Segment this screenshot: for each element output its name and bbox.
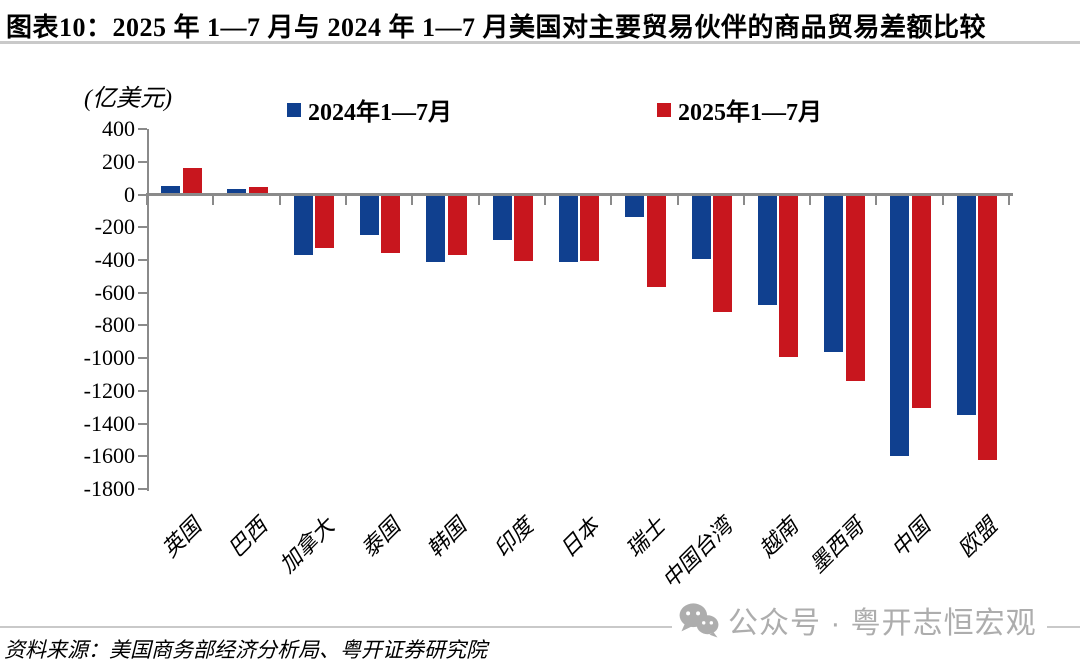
y-axis-tick [138, 226, 147, 229]
bar-s0-c12 [956, 194, 976, 416]
bar-s0-c8 [691, 194, 711, 260]
bar-s1-c12 [978, 194, 998, 460]
x-axis-tick [610, 193, 613, 205]
legend-item-2024: 2024年1—7月 [287, 92, 452, 127]
y-tick-label: 0 [124, 181, 135, 207]
x-axis-tick [146, 193, 148, 205]
y-tick-label: -1600 [83, 443, 135, 469]
y-axis-tick [138, 488, 147, 490]
wechat-icon [679, 603, 719, 638]
x-axis-tick [543, 193, 546, 205]
x-axis-tick [411, 193, 414, 205]
x-axis-tick [676, 193, 679, 205]
bar-s0-c11 [890, 194, 910, 457]
bar-s1-c8 [713, 194, 732, 312]
bar-s0-c9 [757, 194, 777, 305]
y-axis-tick [138, 324, 147, 327]
bar-s0-c7 [625, 194, 645, 218]
bar-s0-c10 [824, 194, 844, 353]
x-axis-tick [875, 193, 878, 205]
bar-s0-c3 [359, 194, 379, 236]
x-axis-tick [941, 193, 944, 205]
bar-s1-c1 [248, 187, 268, 195]
y-tick-label: -1200 [83, 377, 135, 403]
bar-s0-c1 [227, 188, 247, 195]
bar-s1-c9 [779, 194, 799, 357]
bar-s1-c4 [447, 194, 467, 255]
x-category-label: 墨西哥 [804, 513, 870, 578]
x-category-label: 韩国 [422, 513, 472, 563]
x-category-label: 巴西 [223, 513, 273, 563]
x-category-label: 越南 [753, 513, 803, 563]
footer-divider [0, 626, 1080, 628]
y-tick-label: -800 [94, 312, 135, 338]
bar-s1-c3 [381, 194, 401, 254]
title-divider [0, 41, 1080, 44]
y-axis-tick [138, 422, 147, 425]
bar-s0-c2 [293, 194, 313, 255]
bar-s1-c2 [315, 194, 335, 248]
x-axis-tick [212, 193, 215, 205]
y-axis-tick [138, 193, 147, 196]
x-axis-line [147, 193, 1013, 196]
y-tick-label: -400 [94, 246, 135, 272]
y-tick-label: -1400 [83, 410, 135, 436]
x-category-label: 瑞士 [621, 513, 671, 563]
bar-s1-c6 [580, 194, 600, 261]
y-tick-label: -1800 [83, 476, 135, 501]
bar-s1-c7 [646, 194, 666, 287]
x-category-label: 欧盟 [952, 513, 1002, 563]
bar-s0-c6 [558, 194, 578, 263]
bar-s1-c5 [514, 194, 533, 261]
source-note: 资料来源：美国商务部经济分析局、粤开证券研究院 [4, 638, 487, 662]
bar-s1-c10 [845, 194, 865, 381]
legend-label-2025: 2025年1—7月 [678, 100, 822, 126]
y-tick-label: -1000 [83, 345, 135, 371]
x-axis-tick [477, 193, 480, 205]
bar-s0-c5 [492, 194, 512, 241]
x-axis-tick [344, 193, 347, 205]
legend-swatch-2024 [287, 102, 301, 117]
y-axis-tick [138, 389, 147, 392]
y-axis-line [147, 129, 149, 491]
y-axis-tick [138, 160, 147, 163]
x-axis-tick [1008, 193, 1010, 205]
y-tick-label: 200 [102, 148, 135, 174]
y-axis-tick [138, 291, 147, 294]
watermark-text: 公众号 · 粤开志恒宏观 [728, 607, 1037, 640]
watermark: 公众号 · 粤开志恒宏观 [672, 597, 1047, 643]
x-axis-tick [809, 193, 812, 205]
x-category-label: 中国台湾 [656, 513, 737, 594]
legend-label-2024: 2024年1—7月 [308, 100, 452, 126]
bar-s1-c11 [911, 194, 931, 408]
x-axis-tick [278, 193, 281, 205]
bar-s0-c4 [426, 194, 446, 262]
y-tick-label: -600 [94, 279, 135, 305]
page-title: 图表10：2025 年 1—7 月与 2024 年 1—7 月美国对主要贸易伙伴… [6, 13, 987, 42]
y-axis-tick [138, 128, 147, 130]
y-axis-tick [138, 357, 147, 360]
y-axis-tick [138, 258, 147, 261]
y-tick-label: -200 [94, 214, 135, 240]
bar-s0-c0 [161, 185, 180, 195]
x-axis-tick [742, 193, 745, 205]
y-axis-tick [138, 455, 147, 458]
x-category-label: 加拿大 [274, 513, 339, 578]
legend-swatch-2025 [657, 102, 671, 117]
x-category-label: 泰国 [356, 513, 405, 563]
y-axis-unit-label: (亿美元) [84, 86, 172, 112]
x-category-label: 印度 [488, 513, 538, 563]
bar-chart-plot-area: 400 200 0 -200 -400 -600 -800 -1000 -1200 -1400 -1… [84, 117, 1013, 593]
legend-item-2025: 2025年1—7月 [657, 92, 822, 127]
x-category-label: 中国 [886, 513, 936, 563]
x-category-label: 英国 [157, 513, 206, 563]
y-tick-label: 400 [102, 116, 135, 141]
bar-s1-c0 [182, 168, 202, 195]
x-category-label: 日本 [554, 513, 604, 563]
